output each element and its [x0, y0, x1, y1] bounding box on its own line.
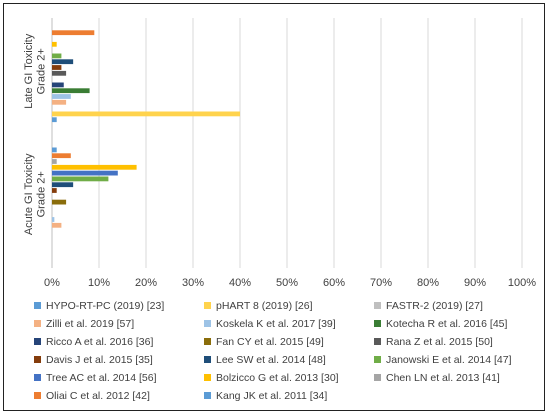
legend-label: Kang JK et al. 2011 [34]	[216, 389, 328, 402]
x-tick-label: 90%	[464, 277, 486, 289]
bar	[52, 153, 71, 159]
legend-label: Koskela K et al. 2017 [39]	[216, 317, 336, 330]
legend-label: Zilli et al. 2019 [57]	[46, 317, 135, 330]
bar	[52, 182, 74, 188]
legend-item: Tree AC et al. 2014 [56]	[34, 369, 204, 386]
legend-swatch	[204, 302, 211, 309]
bar	[52, 217, 55, 222]
legend-swatch	[374, 356, 381, 363]
legend-label: Lee SW et al. 2014 [48]	[216, 353, 326, 366]
bar	[52, 111, 240, 117]
legend-swatch	[34, 392, 41, 399]
legend-swatch	[374, 302, 381, 309]
legend-label: HYPO-RT-PC (2019) [23]	[46, 299, 165, 312]
legend-item: Rana Z et al. 2015 [50]	[374, 333, 544, 350]
legend-swatch	[204, 320, 211, 327]
bar	[52, 88, 90, 94]
bar	[52, 176, 109, 182]
x-tick-label: 100%	[508, 277, 536, 289]
legend: HYPO-RT-PC (2019) [23] pHART 8 (2019) [26…	[34, 297, 544, 404]
legend-swatch	[204, 392, 211, 399]
legend-label: Fan CY et al. 2015 [49]	[216, 335, 324, 348]
legend-swatch	[34, 356, 41, 363]
legend-swatch	[34, 374, 41, 381]
legend-swatch	[34, 320, 41, 327]
x-tick-label: 40%	[229, 277, 251, 289]
bar	[52, 53, 62, 59]
legend-swatch	[204, 374, 211, 381]
x-tick-label: 30%	[182, 277, 204, 289]
bar	[52, 65, 62, 70]
legend-label: Davis J et al. 2015 [35]	[46, 353, 153, 366]
legend-swatch	[34, 302, 41, 309]
bar	[52, 147, 57, 153]
legend-item: Janowski E et al. 2014 [47]	[374, 351, 544, 368]
legend-item: Chen LN et al. 2013 [41]	[374, 369, 544, 386]
bar	[52, 188, 57, 193]
bar	[52, 170, 118, 176]
bar	[52, 222, 62, 228]
bar	[52, 70, 67, 76]
legend-item: Davis J et al. 2015 [35]	[34, 351, 204, 368]
legend-item: Oliai C et al. 2012 [42]	[34, 387, 204, 404]
legend-swatch	[34, 338, 41, 345]
legend-swatch	[374, 374, 381, 381]
legend-swatch	[204, 338, 211, 345]
x-tick-label: 0%	[44, 277, 60, 289]
bar	[52, 164, 137, 170]
x-tick-label: 60%	[323, 277, 345, 289]
legend-swatch	[374, 338, 381, 345]
bar	[52, 99, 67, 105]
legend-item: Fan CY et al. 2015 [49]	[204, 333, 374, 350]
legend-label: Janowski E et al. 2014 [47]	[386, 353, 512, 366]
legend-label: pHART 8 (2019) [26]	[216, 299, 313, 312]
bar	[52, 117, 57, 123]
legend-label: Chen LN et al. 2013 [41]	[386, 371, 500, 384]
legend-item: Ricco A et al. 2016 [36]	[34, 333, 204, 350]
legend-label: Tree AC et al. 2014 [56]	[46, 371, 157, 384]
legend-label: Bolzicco G et al. 2013 [30]	[216, 371, 339, 384]
bar	[52, 30, 95, 36]
legend-item: Bolzicco G et al. 2013 [30]	[204, 369, 374, 386]
plot-area: 0% 10% 20% 30% 40% 50% 60% 70% 80% 90% 100% Late GI…	[23, 18, 536, 289]
bar	[52, 199, 67, 205]
bar	[52, 94, 71, 99]
legend-item: FASTR-2 (2019) [27]	[374, 297, 544, 314]
bar	[52, 59, 74, 65]
legend-item: HYPO-RT-PC (2019) [23]	[34, 297, 204, 314]
legend-label: Kotecha R et al. 2016 [45]	[386, 317, 508, 330]
legend-label: FASTR-2 (2019) [27]	[386, 299, 483, 312]
bar	[52, 41, 57, 47]
bar	[52, 82, 64, 88]
legend-label: Rana Z et al. 2015 [50]	[386, 335, 493, 348]
x-tick-label: 50%	[276, 277, 298, 289]
category-label: Late GI ToxicityGrade 2+	[23, 33, 48, 108]
bar	[52, 159, 57, 164]
chart-frame: 0% 10% 20% 30% 40% 50% 60% 70% 80% 90% 100% Late GI…	[3, 3, 545, 411]
legend-item: Lee SW et al. 2014 [48]	[204, 351, 374, 368]
category-label: Acute GI ToxicityGrade 2+	[23, 153, 48, 235]
x-tick-label: 80%	[417, 277, 439, 289]
legend-label: Ricco A et al. 2016 [36]	[46, 335, 154, 348]
x-tick-label: 20%	[135, 277, 157, 289]
legend-item: pHART 8 (2019) [26]	[204, 297, 374, 314]
x-tick-label: 10%	[88, 277, 110, 289]
legend-item: Koskela K et al. 2017 [39]	[204, 315, 374, 332]
legend-swatch	[374, 320, 381, 327]
legend-item: Kang JK et al. 2011 [34]	[204, 387, 374, 404]
legend-label: Oliai C et al. 2012 [42]	[46, 389, 150, 402]
legend-item: Kotecha R et al. 2016 [45]	[374, 315, 544, 332]
legend-item: Zilli et al. 2019 [57]	[34, 315, 204, 332]
x-tick-label: 70%	[370, 277, 392, 289]
legend-swatch	[204, 356, 211, 363]
